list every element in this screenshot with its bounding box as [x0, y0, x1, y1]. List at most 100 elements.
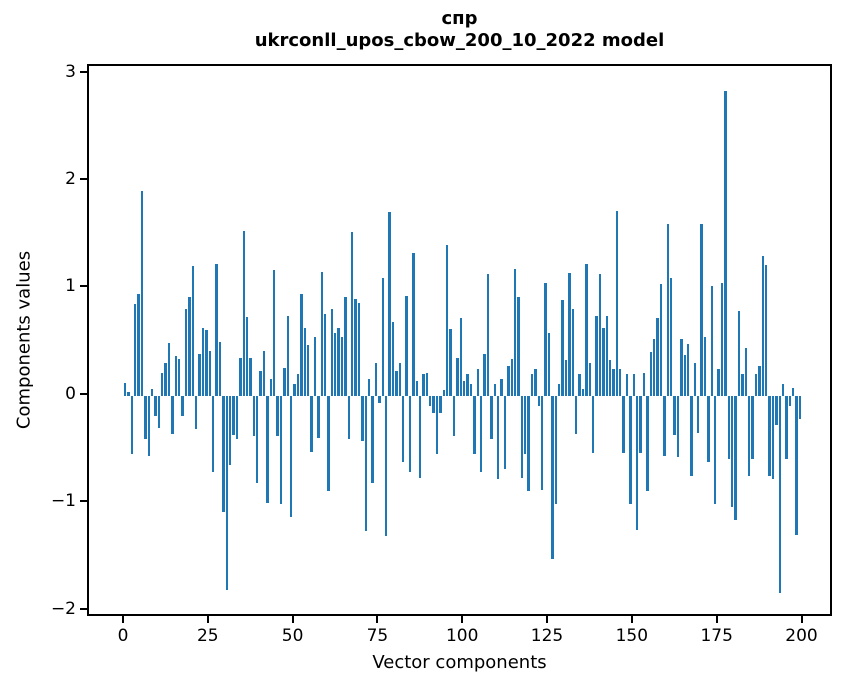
- bar: [639, 395, 642, 453]
- bar: [537, 395, 541, 407]
- bar: [527, 395, 530, 492]
- bar: [188, 296, 191, 396]
- bar: [463, 380, 466, 396]
- chart-subtitle: ukrconll_upos_cbow_200_10_2022 model: [254, 30, 665, 51]
- bar: [191, 265, 194, 396]
- bar: [296, 374, 300, 396]
- bar: [595, 316, 598, 396]
- bar: [503, 395, 507, 469]
- bar: [663, 395, 666, 456]
- bar: [388, 212, 391, 396]
- bar: [500, 378, 503, 396]
- bar: [659, 284, 663, 396]
- bar: [408, 395, 412, 472]
- bar: [174, 355, 178, 396]
- bar: [588, 363, 591, 396]
- x-tick-label: 75: [366, 626, 389, 646]
- bar: [181, 395, 184, 417]
- bar: [442, 390, 446, 396]
- bar: [632, 374, 636, 396]
- bar: [215, 263, 218, 396]
- bar: [422, 374, 425, 396]
- bar: [347, 395, 351, 439]
- y-tick-mark: [80, 392, 87, 395]
- bar: [249, 358, 252, 396]
- bar: [133, 304, 137, 396]
- bar: [164, 363, 167, 396]
- bar: [747, 395, 751, 477]
- plot-area: [87, 64, 832, 616]
- bar: [483, 353, 486, 396]
- y-tick-mark: [80, 177, 87, 180]
- bar: [137, 293, 140, 396]
- y-tick-label: −2: [50, 598, 76, 619]
- bar: [205, 330, 208, 396]
- bar: [327, 395, 330, 492]
- bar: [378, 395, 381, 404]
- bar: [300, 293, 303, 396]
- bar: [245, 317, 249, 396]
- x-tick-mark: [630, 616, 633, 623]
- bar: [398, 363, 401, 396]
- bar: [340, 336, 344, 396]
- bar: [605, 316, 608, 396]
- bar: [625, 374, 629, 396]
- bar: [334, 333, 337, 396]
- bar: [629, 395, 632, 505]
- bar: [690, 395, 693, 477]
- bar: [561, 300, 564, 396]
- bar: [384, 395, 388, 537]
- bar: [581, 389, 585, 396]
- bar: [608, 360, 612, 396]
- bar: [259, 371, 262, 396]
- y-tick-mark: [80, 285, 87, 288]
- bar: [242, 231, 245, 396]
- x-tick-mark: [376, 616, 379, 623]
- bar: [235, 395, 239, 439]
- bar: [140, 190, 144, 396]
- bar: [602, 328, 605, 396]
- bar: [785, 395, 788, 460]
- bar: [144, 395, 147, 439]
- bar: [649, 351, 652, 396]
- y-tick-label: −1: [50, 491, 76, 512]
- bar: [612, 368, 615, 396]
- bar: [228, 395, 232, 466]
- bar: [775, 395, 778, 425]
- bar: [401, 395, 405, 463]
- bar: [714, 395, 717, 505]
- x-tick-label: 25: [196, 626, 219, 646]
- bar: [354, 299, 357, 396]
- bar: [456, 358, 459, 396]
- bar: [731, 395, 734, 508]
- bar: [578, 374, 581, 396]
- bar: [534, 368, 537, 396]
- bar: [764, 264, 768, 396]
- bar: [374, 363, 378, 396]
- bar: [571, 308, 574, 396]
- y-tick-label: 2: [65, 168, 76, 189]
- bar: [510, 359, 513, 396]
- bar: [490, 395, 493, 439]
- bar: [493, 383, 496, 396]
- bar: [211, 395, 215, 472]
- bar: [473, 395, 476, 454]
- bar: [222, 395, 225, 512]
- bar: [435, 395, 439, 454]
- bar: [279, 395, 283, 505]
- bar: [317, 395, 320, 438]
- bar: [778, 395, 781, 594]
- bar: [262, 350, 266, 396]
- bar: [364, 395, 368, 531]
- bar: [513, 268, 517, 396]
- bar: [429, 395, 432, 407]
- bar: [727, 395, 731, 460]
- x-tick-label: 100: [445, 626, 479, 646]
- bar: [232, 395, 235, 436]
- x-tick-label: 0: [117, 626, 129, 646]
- bar: [724, 90, 727, 396]
- bar: [717, 368, 720, 396]
- bar: [323, 314, 327, 396]
- x-tick-mark: [206, 616, 209, 623]
